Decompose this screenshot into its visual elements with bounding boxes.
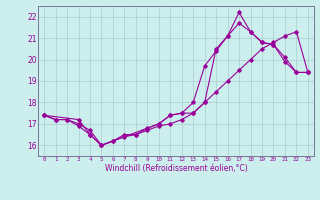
X-axis label: Windchill (Refroidissement éolien,°C): Windchill (Refroidissement éolien,°C) xyxy=(105,164,247,173)
